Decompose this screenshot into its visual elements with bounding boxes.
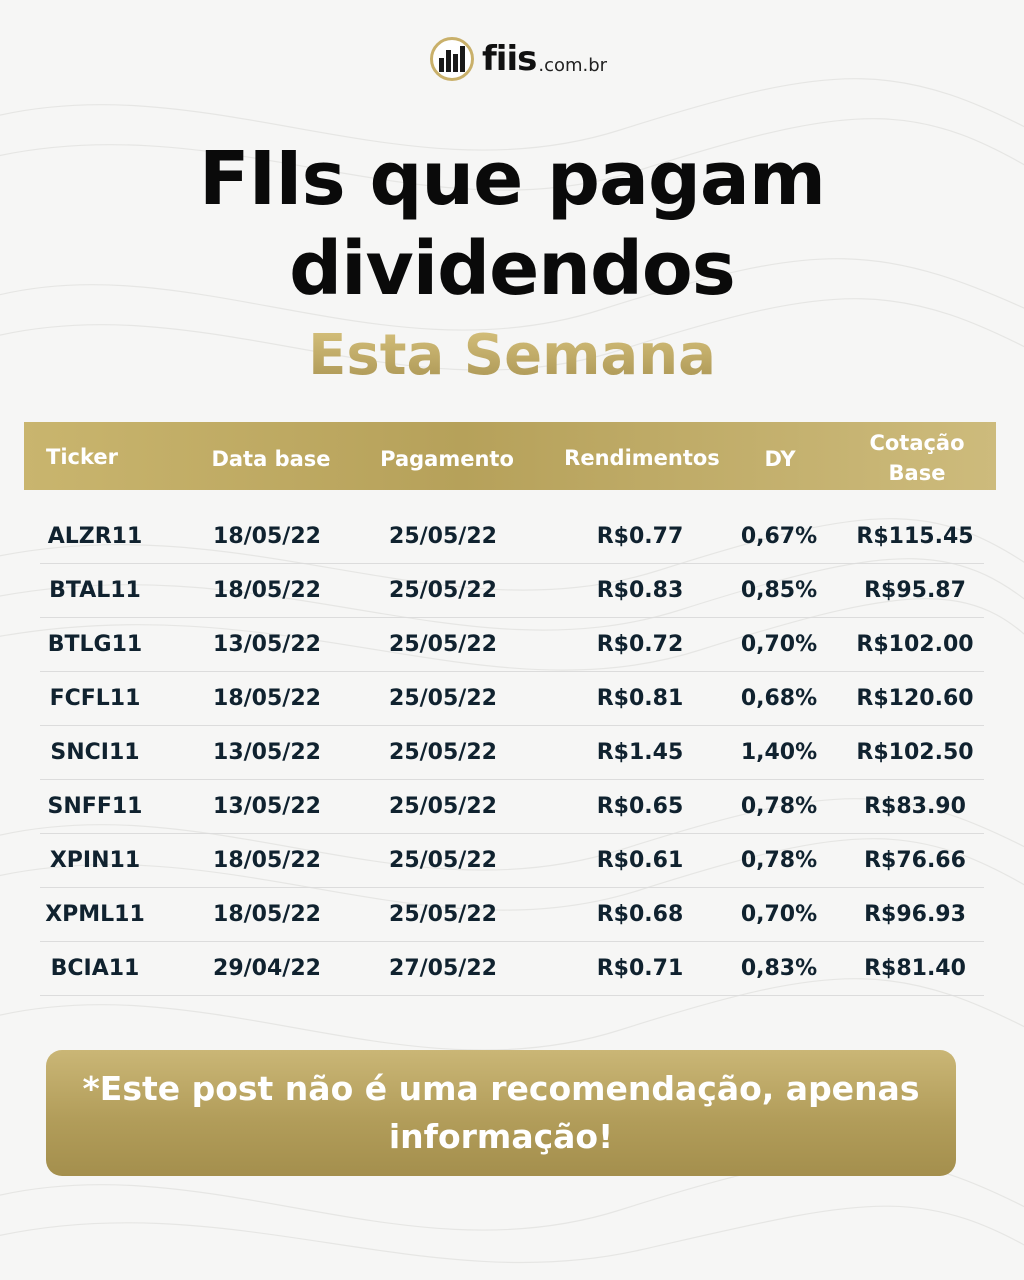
table-row: BTAL11 18/05/22 25/05/22 R$0.83 0,85% R$… (40, 564, 984, 618)
cell-ticker: BTAL11 (49, 578, 141, 603)
title-line-1: FIIs que pagam (199, 136, 826, 222)
page-subtitle: Esta Semana (0, 324, 1024, 388)
cell-rendimentos: R$0.65 (596, 794, 684, 819)
header-dy: DY (764, 447, 796, 471)
cell-dy: 0,78% (740, 794, 818, 819)
header-pagamento: Pagamento (380, 447, 514, 471)
table-row: SNFF11 13/05/22 25/05/22 R$0.65 0,78% R$… (40, 780, 984, 834)
cell-ticker: BCIA11 (50, 956, 140, 981)
table-row: ALZR11 18/05/22 25/05/22 R$0.77 0,67% R$… (40, 510, 984, 564)
cell-cotacao: R$83.90 (864, 794, 966, 819)
table-row: XPML11 18/05/22 25/05/22 R$0.68 0,70% R$… (40, 888, 984, 942)
page-title: FIIs que pagam dividendos (0, 134, 1024, 314)
cell-data-base: 13/05/22 (213, 632, 321, 657)
cell-dy: 0,83% (740, 956, 818, 981)
cell-data-base: 18/05/22 (213, 686, 321, 711)
cell-data-base: 29/04/22 (213, 956, 321, 981)
title-line-2: dividendos (289, 226, 736, 312)
cell-cotacao: R$81.40 (864, 956, 966, 981)
cell-pagamento: 25/05/22 (389, 632, 497, 657)
cell-ticker: FCFL11 (49, 686, 141, 711)
cell-ticker: SNCI11 (50, 740, 140, 765)
cell-dy: 0,68% (740, 686, 818, 711)
cell-ticker: XPIN11 (49, 848, 141, 873)
table-row: BCIA11 29/04/22 27/05/22 R$0.71 0,83% R$… (40, 942, 984, 996)
cell-cotacao: R$76.66 (864, 848, 966, 873)
cell-data-base: 18/05/22 (213, 524, 321, 549)
cell-cotacao: R$102.00 (856, 632, 974, 657)
cell-data-base: 13/05/22 (213, 794, 321, 819)
header-ticker: Ticker (46, 445, 118, 469)
cell-cotacao: R$95.87 (864, 578, 966, 603)
cell-pagamento: 25/05/22 (389, 524, 497, 549)
table-header: Ticker Data base Pagamento Rendimentos D… (24, 422, 996, 490)
cell-ticker: XPML11 (45, 902, 145, 927)
header-rendimentos: Rendimentos (564, 446, 720, 470)
cell-pagamento: 25/05/22 (389, 686, 497, 711)
cell-dy: 0,78% (740, 848, 818, 873)
cell-pagamento: 25/05/22 (389, 902, 497, 927)
cell-cotacao: R$120.60 (856, 686, 974, 711)
cell-dy: 0,67% (740, 524, 818, 549)
cell-rendimentos: R$0.68 (596, 902, 684, 927)
cell-data-base: 18/05/22 (213, 848, 321, 873)
brand-logo: fiis .com.br (430, 36, 607, 82)
header-cotacao-line-1: Cotação (869, 431, 965, 455)
table-row: FCFL11 18/05/22 25/05/22 R$0.81 0,68% R$… (40, 672, 984, 726)
cell-ticker: BTLG11 (47, 632, 143, 657)
cell-pagamento: 27/05/22 (389, 956, 497, 981)
cell-cotacao: R$96.93 (864, 902, 966, 927)
building-icon (430, 37, 474, 81)
table-row: BTLG11 13/05/22 25/05/22 R$0.72 0,70% R$… (40, 618, 984, 672)
disclaimer-banner: *Este post não é uma recomendação, apena… (46, 1050, 956, 1176)
cell-dy: 1,40% (740, 740, 818, 765)
dividend-table-body: ALZR11 18/05/22 25/05/22 R$0.77 0,67% R$… (40, 510, 984, 996)
cell-ticker: SNFF11 (47, 794, 143, 819)
cell-pagamento: 25/05/22 (389, 848, 497, 873)
cell-dy: 0,85% (740, 578, 818, 603)
cell-data-base: 18/05/22 (213, 578, 321, 603)
cell-rendimentos: R$0.72 (596, 632, 684, 657)
cell-cotacao: R$115.45 (856, 524, 974, 549)
cell-rendimentos: R$0.61 (596, 848, 684, 873)
cell-ticker: ALZR11 (47, 524, 143, 549)
table-row: XPIN11 18/05/22 25/05/22 R$0.61 0,78% R$… (40, 834, 984, 888)
cell-pagamento: 25/05/22 (389, 740, 497, 765)
logo-domain: .com.br (538, 54, 608, 76)
cell-pagamento: 25/05/22 (389, 794, 497, 819)
table-row: SNCI11 13/05/22 25/05/22 R$1.45 1,40% R$… (40, 726, 984, 780)
cell-data-base: 13/05/22 (213, 740, 321, 765)
header-cotacao-base: Cotação Base (856, 428, 978, 488)
cell-rendimentos: R$0.77 (596, 524, 684, 549)
cell-dy: 0,70% (740, 632, 818, 657)
cell-pagamento: 25/05/22 (389, 578, 497, 603)
cell-rendimentos: R$0.83 (596, 578, 684, 603)
cell-rendimentos: R$0.71 (596, 956, 684, 981)
header-cotacao-line-2: Base (888, 461, 946, 485)
cell-rendimentos: R$0.81 (596, 686, 684, 711)
disclaimer-text: *Este post não é uma recomendação, apena… (82, 1069, 920, 1156)
cell-cotacao: R$102.50 (856, 740, 974, 765)
cell-dy: 0,70% (740, 902, 818, 927)
cell-rendimentos: R$1.45 (596, 740, 684, 765)
header-data-base: Data base (211, 447, 331, 471)
logo-name: fiis (482, 39, 537, 79)
cell-data-base: 18/05/22 (213, 902, 321, 927)
